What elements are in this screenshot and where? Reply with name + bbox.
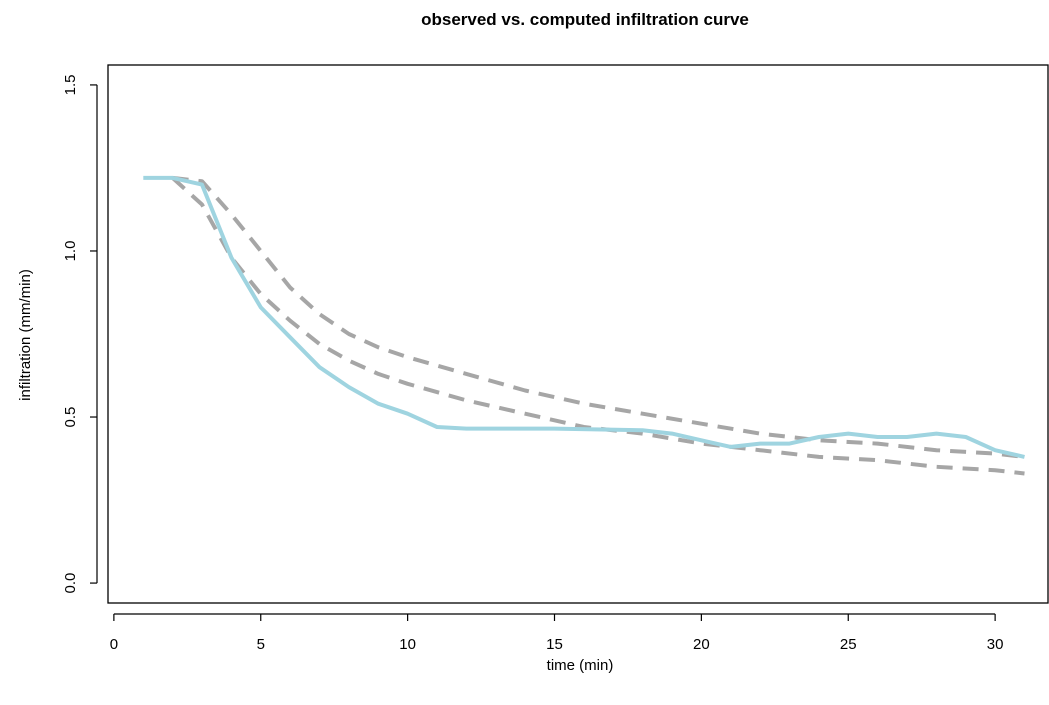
observed-curve-line: [143, 175, 1025, 459]
y-tick-label: 1.5: [62, 74, 79, 95]
y-tick-label: 0.5: [62, 407, 79, 428]
x-tick-label: 20: [693, 636, 710, 653]
x-tick-label: 5: [257, 636, 265, 653]
y-axis-label: infiltration (mm/min): [17, 269, 34, 401]
y-axis: 0.0 0.5 1.0 1.5: [62, 74, 98, 594]
x-tick-label: 10: [399, 636, 416, 653]
computed-curve-line-1: [172, 175, 1025, 459]
x-axis-label: time (min): [547, 657, 614, 674]
y-tick-label: 0.0: [62, 573, 79, 594]
chart-title: observed vs. computed infiltration curve: [421, 10, 749, 29]
x-tick-label: 0: [110, 636, 118, 653]
x-tick-label: 15: [546, 636, 563, 653]
x-tick-label: 25: [840, 636, 857, 653]
series-layer: [143, 175, 1025, 476]
x-tick-label: 30: [987, 636, 1004, 653]
computed-curve-line-2: [171, 176, 1025, 476]
y-tick-label: 1.0: [62, 241, 79, 262]
plot-frame: [107, 64, 1049, 604]
x-axis: 0 5 10 15 20 25 30: [110, 613, 1004, 653]
